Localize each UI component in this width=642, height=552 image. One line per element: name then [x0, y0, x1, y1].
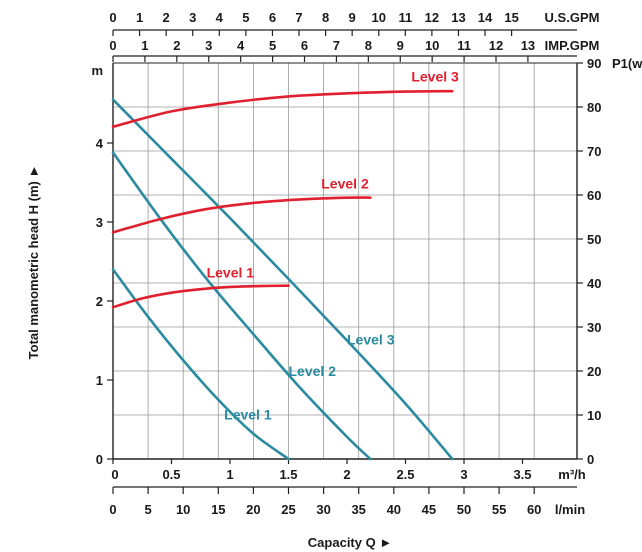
grid: [113, 63, 577, 459]
lmin-tick-label: 55: [492, 502, 506, 517]
power-tick-label: 90: [587, 56, 601, 71]
top-scale-tick-label: 2: [173, 38, 180, 53]
m3h-tick-label: 0: [111, 467, 118, 482]
m3h-tick-label: 2.5: [396, 467, 414, 482]
power-tick-label: 20: [587, 364, 601, 379]
head-curve-label: Level 3: [347, 332, 395, 348]
lmin-tick-label: 15: [211, 502, 225, 517]
top-scale-tick-label: 3: [189, 10, 196, 25]
top-scale-tick-label: 6: [269, 10, 276, 25]
top-scale-tick-label: 11: [457, 38, 471, 53]
head-tick-label: 0: [96, 452, 103, 467]
curves: [111, 89, 454, 461]
top-scale-tick-label: 7: [333, 38, 340, 53]
lmin-tick-label: 40: [387, 502, 401, 517]
m3h-tick-label: 0.5: [162, 467, 180, 482]
top-scale-tick-label: 15: [504, 10, 518, 25]
top-scale-tick-label: 9: [349, 10, 356, 25]
head-axis-unit: m: [91, 63, 103, 78]
head-tick-label: 3: [96, 215, 103, 230]
lmin-tick-label: 10: [176, 502, 190, 517]
lmin-tick-label: 45: [422, 502, 436, 517]
top-scale-unit: U.S.GPM: [545, 10, 600, 25]
top-scale-tick-label: 11: [398, 10, 412, 25]
power-curve-level-1: [111, 284, 290, 309]
axes: [107, 29, 583, 494]
power-curve-label: Level 3: [411, 68, 459, 84]
top-scale-tick-label: 7: [295, 10, 302, 25]
m3h-tick-label: 1: [226, 467, 233, 482]
power-curve-label: Level 2: [321, 175, 369, 191]
head-tick-label: 1: [96, 373, 103, 388]
top-scale-tick-label: 4: [216, 10, 224, 25]
head-curve-level-3: [111, 98, 454, 461]
lmin-tick-label: 60: [527, 502, 541, 517]
series-labels: Level 1 Level 2 Level 3 Level 1 Level 2 Level…: [207, 68, 459, 422]
top-scale-tick-label: 1: [141, 38, 148, 53]
top-scale-tick-label: 12: [425, 10, 439, 25]
power-curve-level-3: [111, 89, 454, 129]
top-scale-tick-label: 1: [136, 10, 143, 25]
power-tick-label: 60: [587, 188, 601, 203]
head-curve-level-1: [111, 268, 290, 461]
y-axis-title: Total manometric head H (m) ►: [26, 165, 41, 360]
lmin-tick-label: 25: [281, 502, 295, 517]
top-scale-tick-label: 8: [322, 10, 329, 25]
m3h-tick-label: 3: [460, 467, 467, 482]
lmin-tick-label: 5: [144, 502, 151, 517]
lmin-tick-label: 35: [351, 502, 365, 517]
m3h-unit: m³/h: [558, 467, 586, 482]
top-scale-tick-label: 14: [478, 10, 493, 25]
power-tick-label: 70: [587, 144, 601, 159]
top-scale-tick-label: 13: [521, 38, 535, 53]
lmin-tick-label: 30: [316, 502, 330, 517]
top-scale-tick-label: 5: [242, 10, 249, 25]
power-tick-label: 40: [587, 276, 601, 291]
head-tick-label: 4: [96, 136, 104, 151]
top-scale-tick-label: 6: [301, 38, 308, 53]
head-curve-label: Level 2: [289, 363, 337, 379]
x-axis-title: Capacity Q ►: [308, 535, 392, 550]
head-curve-label: Level 1: [224, 407, 272, 423]
top-scale-tick-label: 13: [451, 10, 465, 25]
power-tick-label: 80: [587, 100, 601, 115]
power-tick-label: 30: [587, 320, 601, 335]
power-curve-label: Level 1: [207, 265, 255, 281]
power-axis-unit: P1(w): [612, 56, 642, 71]
m3h-tick-label: 2: [343, 467, 350, 482]
top-scale-tick-label: 5: [269, 38, 276, 53]
head-tick-label: 2: [96, 294, 103, 309]
top-scale-unit: IMP.GPM: [545, 38, 600, 53]
top-scale-tick-label: 0: [109, 38, 116, 53]
power-tick-label: 0: [587, 452, 594, 467]
m3h-tick-label: 3.5: [513, 467, 531, 482]
lmin-tick-label: 20: [246, 502, 260, 517]
top-scale-tick-label: 4: [237, 38, 245, 53]
m3h-tick-label: 1.5: [279, 467, 297, 482]
power-tick-label: 50: [587, 232, 601, 247]
top-scale-tick-label: 8: [365, 38, 372, 53]
lmin-tick-label: 0: [109, 502, 116, 517]
lmin-tick-label: 50: [457, 502, 471, 517]
top-scale-tick-label: 2: [163, 10, 170, 25]
power-tick-label: 10: [587, 408, 601, 423]
top-scale-tick-label: 10: [425, 38, 439, 53]
top-scale-tick-label: 9: [397, 38, 404, 53]
top-scale-tick-label: 3: [205, 38, 212, 53]
top-scale-tick-label: 10: [372, 10, 386, 25]
power-curve-level-2: [111, 196, 372, 234]
top-scale-tick-label: 0: [109, 10, 116, 25]
top-scale-tick-label: 12: [489, 38, 503, 53]
lmin-unit: l/min: [555, 502, 585, 517]
